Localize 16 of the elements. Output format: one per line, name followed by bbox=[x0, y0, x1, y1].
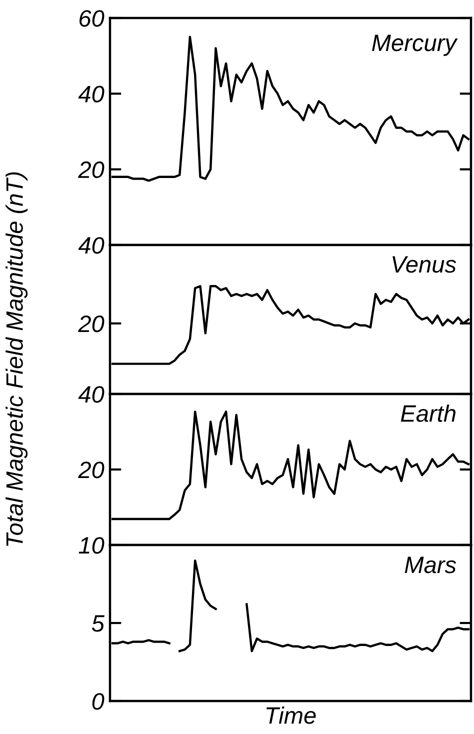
annotation: Mars bbox=[404, 556, 456, 574]
y-axis-title: Total Magnetic Field Magnitude (nT) bbox=[6, 172, 28, 546]
annotation: Earth bbox=[400, 404, 456, 422]
annotation: Venus bbox=[392, 256, 456, 273]
y-tick-label: 60 bbox=[80, 10, 104, 27]
y-tick-label: 20 bbox=[78, 462, 104, 478]
y-tick-label: 20 bbox=[78, 315, 104, 332]
y-tick-label: 40 bbox=[78, 237, 104, 254]
annotation: Mercury bbox=[372, 34, 458, 56]
y-tick-label: 5 bbox=[92, 615, 105, 632]
y-tick-label: 0 bbox=[92, 693, 104, 710]
y-tick-label: 40 bbox=[78, 386, 104, 403]
x-axis-title: Time bbox=[266, 706, 316, 724]
y-tick-label: 20 bbox=[78, 161, 104, 178]
y-tick-label: 40 bbox=[78, 86, 104, 102]
y-tick-label: 10 bbox=[78, 537, 104, 554]
